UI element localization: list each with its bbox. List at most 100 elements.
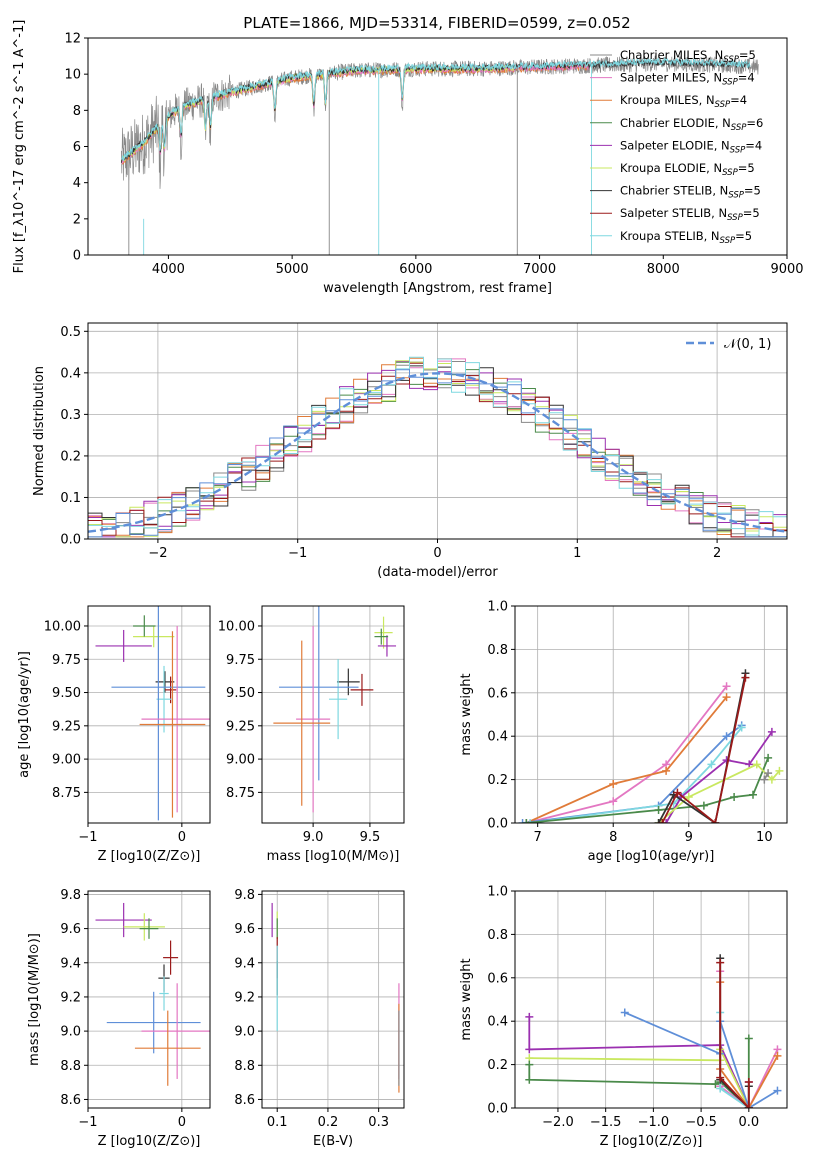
y-tick-label: 0.3: [60, 408, 81, 423]
age-vs-mass-panel: 9.0 9.5 8.75 9.00 9.25 9.50 9.75 10.00 mass [log…: [218, 605, 405, 864]
residual-histogram: [88, 369, 787, 538]
mass-weight-vs-metallicity-panel: −2.0 −1.5 −1.0 −0.5 0.0 0.0 0.2 0.4 0.6 0.8 1.0 Z […: [459, 885, 788, 1149]
plus-marker: [744, 1104, 753, 1108]
legend-label: Chabrier STELIB, N: [620, 184, 728, 198]
legend-subscript: SSP: [720, 236, 736, 246]
x-tick-label: −1: [78, 830, 97, 845]
legend-subscript: SSP: [727, 213, 743, 223]
y-tick-label: 0: [73, 249, 81, 264]
residuals-panel: −2 −1 0 1 2 0.0 0.1 0.2 0.3 0.4 0.5 (data-model)/er…: [32, 322, 788, 580]
legend-entry: Salpeter ELODIE, NSSP=4: [620, 138, 762, 155]
plus-marker: [711, 1080, 720, 1089]
y-tick-label: 1.0: [487, 885, 508, 900]
legend-label: Kroupa MILES, N: [620, 93, 715, 107]
mass-weight-line: [719, 962, 750, 1108]
y-tick-label: 9.8: [234, 888, 255, 903]
plus-marker: [654, 805, 663, 814]
y-tick-label: 0.0: [60, 533, 81, 548]
y-axis-label: mass [log10(M/M⊙)]: [27, 933, 42, 1066]
plus-marker: [767, 727, 776, 736]
x-tick-label: 1: [573, 546, 581, 561]
x-tick-label: 0: [178, 1115, 186, 1130]
x-tick-label: 0.0: [738, 1115, 759, 1130]
y-tick-label: 0.6: [487, 686, 508, 701]
y-tick-label: 9.6: [60, 922, 81, 937]
axes-frame: [261, 605, 405, 824]
y-tick-label: 0.0: [487, 817, 508, 832]
y-tick-label: 0.2: [487, 773, 508, 788]
plus-marker: [722, 732, 731, 741]
error-bars: [273, 606, 397, 813]
x-tick-label: 10: [756, 830, 773, 845]
y-tick-label: 9.4: [60, 956, 81, 971]
y-tick-label: 0.2: [487, 1058, 508, 1073]
y-tick-label: 12: [64, 32, 81, 47]
spectrum-lines: [120, 55, 759, 255]
x-tick-label: 0.3: [368, 1115, 389, 1130]
age-vs-metallicity-panel: −1 0 8.75 9.00 9.25 9.50 9.75 10.00 Z [log10(Z/Z…: [17, 605, 211, 864]
plus-marker: [684, 792, 693, 801]
x-tick-label: 0: [178, 830, 186, 845]
x-tick-label: 8000: [647, 262, 680, 277]
plus-marker: [654, 819, 663, 823]
y-tick-label: 4: [73, 176, 81, 191]
legend-count: =5: [739, 48, 756, 62]
plus-marker: [673, 788, 682, 797]
y-tick-label: 0.4: [60, 366, 81, 381]
x-tick-label: −2: [148, 546, 167, 561]
plus-marker: [620, 1008, 629, 1017]
x-tick-label: −2.0: [542, 1115, 574, 1130]
legend-count: =5: [743, 206, 760, 220]
x-axis-label: (data-model)/error: [377, 565, 498, 580]
y-tick-label: 9.2: [60, 990, 81, 1005]
plus-marker: [662, 766, 671, 775]
mass-weight-line: [526, 685, 728, 823]
weight-lines: [525, 954, 782, 1108]
legend-subscript: SSP: [728, 191, 744, 201]
x-tick-label: 9.0: [303, 830, 324, 845]
x-tick-label: 6000: [399, 262, 432, 277]
axes-frame: [514, 605, 788, 824]
legend-label: Kroupa ELODIE, N: [620, 161, 722, 175]
plus-marker: [737, 723, 746, 732]
mass-weight-vs-age-panel: 7 8 9 10 0.0 0.2 0.4 0.6 0.8 1.0 age [log10(age/yr…: [459, 600, 788, 864]
x-axis-label: Z [log10(Z/Z⊙)]: [98, 849, 201, 864]
plus-marker: [773, 1086, 782, 1095]
model-spectrum-line: [120, 64, 516, 163]
plus-marker: [518, 819, 527, 823]
y-tick-label: 2: [73, 212, 81, 227]
x-axis-label: Z [log10(Z/Z⊙)]: [600, 1134, 703, 1149]
error-bars: [95, 902, 210, 1086]
y-tick-label: 9.25: [52, 719, 81, 734]
plus-marker: [730, 792, 739, 801]
legend-entry: Chabrier STELIB, NSSP=5: [620, 184, 761, 201]
x-tick-label: 0.1: [267, 1115, 288, 1130]
y-tick-label: 9.25: [226, 719, 255, 734]
y-tick-label: 8.8: [234, 1059, 255, 1074]
plus-marker: [609, 779, 618, 788]
y-tick-label: 8: [73, 104, 81, 119]
x-tick-label: −1: [288, 546, 307, 561]
plus-marker: [741, 673, 750, 682]
y-tick-label: 0.0: [487, 1102, 508, 1117]
y-tick-label: 8.6: [60, 1093, 81, 1108]
legend-count: =5: [744, 184, 761, 198]
spectrum-panel: 4000 5000 6000 7000 8000 9000 0 2 4 6 8 10 12 wavelen…: [12, 20, 804, 296]
plus-marker: [699, 801, 708, 810]
legend-subscript: SSP: [730, 145, 746, 155]
y-tick-label: 1.0: [487, 600, 508, 615]
legend-subscript: SSP: [722, 78, 738, 88]
mass-weight-line: [528, 1016, 750, 1108]
y-tick-label: 0.8: [487, 928, 508, 943]
plus-marker: [711, 819, 720, 823]
y-tick-label: 9.0: [60, 1025, 81, 1040]
y-tick-label: 8.8: [60, 1059, 81, 1074]
x-tick-label: 7: [534, 830, 542, 845]
mass-vs-ebv-panel: 0.1 0.2 0.3 8.6 8.8 9.0 9.2 9.4 9.6 9.8 E(B-V): [234, 888, 405, 1149]
legend-entry: Kroupa MILES, NSSP=4: [620, 93, 747, 110]
y-tick-label: 10.00: [44, 619, 81, 634]
error-bars: [271, 902, 400, 1093]
histogram-lines: [88, 356, 787, 538]
legend-label: Kroupa STELIB, N: [620, 229, 720, 243]
x-tick-label: 7000: [523, 262, 556, 277]
